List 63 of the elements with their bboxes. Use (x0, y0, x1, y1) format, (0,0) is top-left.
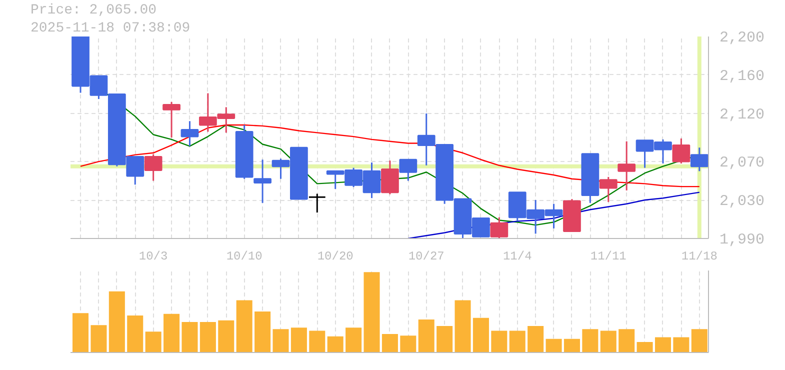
bar (200, 322, 216, 352)
x-tick-label: 10/10 (226, 250, 262, 264)
bar (691, 329, 708, 352)
chart-subtitle: 2025-11-18 07:38:09 (30, 20, 190, 36)
bar (673, 337, 690, 352)
bar (218, 320, 234, 352)
bar (436, 326, 453, 352)
bar (164, 314, 180, 352)
bar (182, 322, 198, 352)
y-tick-label: 2,030 (720, 193, 765, 210)
bar (618, 329, 635, 352)
candlestick (618, 140, 636, 192)
candlestick (180, 120, 199, 147)
candlestick (599, 176, 618, 203)
bar (654, 337, 672, 352)
bar (528, 326, 544, 352)
bar (108, 291, 125, 352)
candlestick (254, 158, 272, 204)
x-tick-label: 10/27 (408, 250, 444, 264)
line-series (80, 124, 700, 188)
bar (382, 334, 398, 352)
candlestick (399, 158, 418, 182)
bar (327, 336, 344, 352)
x-tick-label: 10/20 (317, 250, 354, 264)
bar (472, 318, 489, 352)
bar (145, 332, 162, 352)
x-tick-label: 10/3 (138, 250, 168, 264)
chart-title: Price: 2,065.00 (30, 2, 157, 18)
bar (491, 330, 508, 352)
bar (254, 312, 271, 352)
bar (272, 329, 289, 352)
y-tick-label: 2,120 (720, 106, 765, 124)
bar (364, 272, 380, 352)
candlestick (490, 216, 508, 238)
bar (400, 336, 416, 352)
bar (236, 300, 252, 352)
candlestick (690, 146, 708, 172)
bar (454, 300, 471, 352)
candlestick (162, 101, 180, 138)
bar (546, 338, 562, 352)
candlestick (381, 160, 399, 195)
y-tick-label: 2,160 (720, 68, 765, 85)
bar (90, 325, 107, 352)
bar (290, 328, 307, 352)
y-tick-label: 2,070 (720, 154, 765, 172)
bar (127, 316, 144, 352)
bar (72, 313, 89, 352)
bar (564, 338, 580, 352)
y-tick-label: 1,990 (720, 232, 765, 248)
x-tick-label: 11/11 (590, 250, 626, 264)
x-tick-label: 11/4 (502, 250, 532, 264)
bar (418, 320, 434, 352)
bar (600, 330, 616, 352)
bar (636, 342, 653, 352)
candlestick (144, 154, 162, 182)
x-tick-label: 11/18 (681, 250, 718, 264)
candlestick (672, 138, 690, 164)
y-tick-label: 2,200 (720, 30, 765, 46)
candlestick (308, 193, 326, 214)
bar (346, 328, 362, 352)
bar (509, 330, 526, 352)
bar (309, 330, 326, 352)
bar (582, 329, 598, 352)
